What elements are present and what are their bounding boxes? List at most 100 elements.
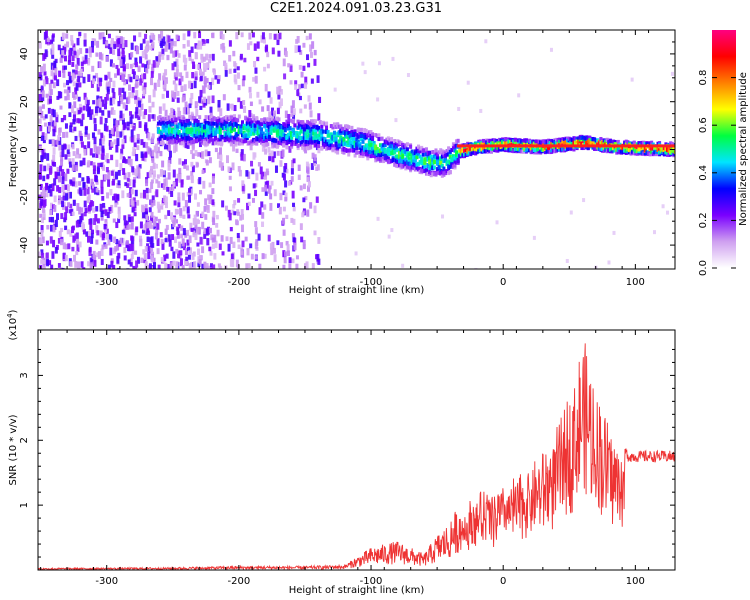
ridge-cell <box>269 130 273 135</box>
ridge-cell <box>271 144 275 149</box>
ridge-cell <box>518 139 522 144</box>
noise-speckle <box>74 161 78 167</box>
ridge-cell <box>505 142 509 147</box>
ridge-cell <box>169 136 173 141</box>
ridge-cell <box>461 153 465 158</box>
noise-speckle <box>148 207 152 213</box>
ridge-cell <box>596 138 600 143</box>
noise-speckle <box>193 193 197 200</box>
ridge-cell <box>482 139 486 144</box>
noise-speckle <box>249 41 253 46</box>
noise-speckle <box>38 93 42 102</box>
ridge-cell <box>540 140 544 145</box>
noise-speckle <box>82 105 86 111</box>
noise-speckle <box>361 61 365 66</box>
noise-speckle <box>146 225 150 233</box>
ridge-cell <box>439 168 443 173</box>
ridge-cell <box>394 163 398 168</box>
ridge-cell <box>485 140 489 145</box>
noise-speckle <box>276 240 280 246</box>
ridge-cell <box>436 167 440 172</box>
noise-speckle <box>293 242 297 251</box>
ridge-cell <box>307 137 311 142</box>
noise-speckle <box>173 40 177 47</box>
noise-speckle <box>130 243 134 251</box>
ridge-cell <box>358 145 362 150</box>
ridge-cell <box>326 130 330 135</box>
noise-speckle <box>42 199 46 208</box>
noise-speckle <box>59 91 63 99</box>
ridge-cell <box>401 152 405 157</box>
ridge-cell <box>336 145 340 150</box>
noise-speckle <box>117 206 121 214</box>
noise-speckle <box>43 122 47 127</box>
noise-speckle <box>282 229 286 236</box>
ridge-cell <box>390 159 394 164</box>
ridge-cell <box>158 115 162 120</box>
ridge-cell <box>202 141 206 146</box>
noise-speckle <box>296 88 300 96</box>
ridge-cell <box>269 117 273 122</box>
noise-speckle <box>207 84 211 89</box>
ridge-cell <box>412 155 416 160</box>
ridge-cell <box>214 137 218 142</box>
noise-speckle <box>70 35 74 42</box>
noise-speckle <box>125 240 129 245</box>
noise-speckle <box>59 196 63 204</box>
ridge-cell <box>383 143 387 148</box>
ridge-cell <box>424 147 428 152</box>
ridge-cell <box>496 145 500 150</box>
noise-speckle <box>295 255 299 260</box>
ridge-cell <box>223 121 227 126</box>
ridge-cell <box>550 138 554 143</box>
noise-speckle <box>212 217 216 226</box>
noise-speckle <box>38 41 42 49</box>
noise-speckle <box>376 216 380 221</box>
ridge-cell <box>234 122 238 127</box>
noise-speckle <box>142 191 146 199</box>
noise-speckle <box>291 233 295 238</box>
ridge-cell <box>482 148 486 153</box>
ridge-cell <box>187 119 191 124</box>
ridge-cell <box>183 138 187 143</box>
ridge-cell <box>593 137 597 142</box>
ridge-cell <box>512 139 516 144</box>
ridge-cell <box>315 142 319 147</box>
noise-speckle <box>115 64 119 69</box>
noise-speckle <box>162 75 166 81</box>
ridge-cell <box>374 152 378 157</box>
noise-speckle <box>170 190 174 197</box>
ridge-cell <box>654 146 658 151</box>
ridge-cell <box>436 155 440 160</box>
noise-speckle <box>290 168 294 175</box>
ridge-cell <box>480 147 484 152</box>
ridge-cell <box>512 149 516 154</box>
ridge-cell <box>431 161 435 166</box>
ridge-cell <box>417 151 421 156</box>
noise-speckle <box>517 93 521 98</box>
noise-speckle <box>153 82 157 91</box>
ridge-cell <box>277 132 281 137</box>
ridge-cell <box>345 142 349 147</box>
noise-speckle <box>220 43 224 50</box>
noise-speckle <box>51 138 55 147</box>
noise-speckle <box>264 148 268 155</box>
ridge-cell <box>177 138 181 143</box>
noise-speckle <box>130 129 134 138</box>
ridge-cell <box>383 156 387 161</box>
noise-speckle <box>40 195 44 203</box>
ridge-cell <box>296 119 300 124</box>
noise-speckle <box>217 263 221 268</box>
noise-speckle <box>184 101 188 108</box>
ridge-cell <box>312 136 316 141</box>
noise-speckle <box>42 263 46 269</box>
ridge-cell <box>378 148 382 153</box>
noise-speckle <box>144 204 148 213</box>
noise-speckle <box>166 186 170 192</box>
ridge-cell <box>566 138 570 143</box>
ridge-cell <box>639 145 643 150</box>
ridge-cell <box>166 136 170 141</box>
ridge-cell <box>548 150 552 155</box>
ridge-cell <box>302 125 306 130</box>
ridge-cell <box>301 136 305 141</box>
